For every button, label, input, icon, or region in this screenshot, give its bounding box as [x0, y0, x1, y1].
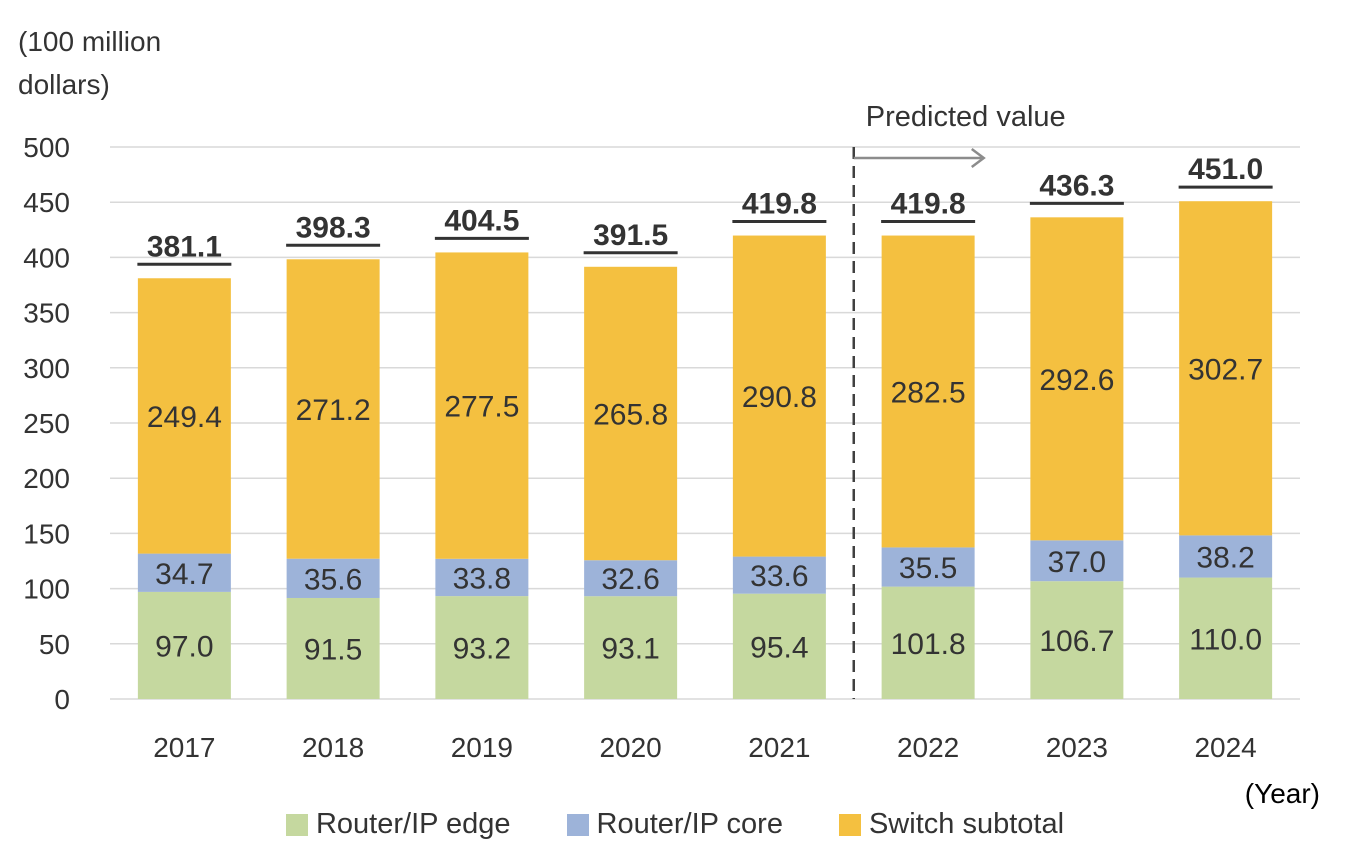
- bar-segment: [1030, 540, 1124, 582]
- segment-value-label: 265.8: [593, 399, 668, 432]
- total-value-label: 398.3: [296, 211, 371, 244]
- segment-value-label: 95.4: [750, 631, 808, 664]
- segment-value-label: 91.5: [304, 633, 362, 666]
- bar-segment: [881, 547, 975, 587]
- bar-segment: [286, 259, 380, 559]
- y-tick-label: 150: [23, 518, 70, 549]
- total-value-label: 419.8: [891, 188, 966, 221]
- x-tick-label: 2020: [599, 732, 661, 763]
- total-value-label: 451.0: [1188, 153, 1263, 186]
- legend-swatch: [838, 813, 861, 836]
- bar-segment: [732, 593, 826, 699]
- legend-item: Router/IP edge: [285, 808, 511, 841]
- bar-segment: [732, 235, 826, 557]
- y-tick-label: 400: [23, 242, 70, 273]
- segment-value-label: 282.5: [891, 376, 966, 409]
- y-tick-label: 450: [23, 187, 70, 218]
- segment-value-label: 110.0: [1189, 623, 1262, 656]
- legend-label: Switch subtotal: [868, 808, 1065, 840]
- segment-value-label: 277.5: [444, 391, 519, 424]
- bar-segment: [584, 266, 678, 561]
- x-tick-label: 2017: [153, 732, 215, 763]
- predicted-arrow-head: [971, 148, 986, 168]
- segment-value-label: 93.2: [453, 633, 511, 666]
- segment-value-label: 101.8: [891, 628, 966, 661]
- bar-segment: [1030, 217, 1124, 541]
- y-unit-label: (100 million dollars): [18, 26, 162, 100]
- x-tick-label: 2019: [451, 732, 513, 763]
- predicted-annotation: Predicted value: [866, 101, 1066, 133]
- segment-value-label: 38.2: [1196, 541, 1254, 574]
- bar-segment: [1179, 577, 1273, 699]
- legend-item: Switch subtotal: [838, 808, 1065, 841]
- segment-value-label: 32.6: [601, 563, 659, 596]
- segment-value-label: 33.6: [750, 560, 808, 593]
- legend-label: Router/IP core: [596, 808, 783, 840]
- bar-segment: [584, 560, 678, 597]
- x-tick-label: 2024: [1194, 732, 1256, 763]
- segment-value-label: 271.2: [296, 394, 371, 427]
- y-tick-label: 500: [23, 132, 70, 163]
- y-tick-label: 50: [39, 629, 70, 660]
- total-value-label: 391.5: [593, 219, 668, 252]
- segment-value-label: 249.4: [147, 401, 222, 434]
- legend-label: Router/IP edge: [315, 808, 511, 840]
- x-tick-label: 2022: [897, 732, 959, 763]
- bar-segment: [1179, 535, 1273, 578]
- bar-segment: [435, 252, 529, 559]
- segment-value-label: 35.5: [899, 552, 957, 585]
- segment-value-label: 35.6: [304, 563, 362, 596]
- y-tick-label: 250: [23, 408, 70, 439]
- x-tick-label: 2021: [748, 732, 810, 763]
- total-value-label: 381.1: [147, 230, 222, 263]
- segment-value-label: 37.0: [1048, 546, 1106, 579]
- bar-segment: [435, 558, 529, 597]
- y-tick-label: 0: [54, 684, 70, 715]
- segment-value-label: 33.8: [453, 562, 511, 595]
- total-value-label: 419.8: [742, 188, 817, 221]
- bar-segment: [137, 591, 231, 699]
- segment-value-label: 292.6: [1039, 364, 1114, 397]
- bar-segment: [286, 597, 380, 699]
- bar-segment: [137, 278, 231, 554]
- segment-value-label: 106.7: [1039, 625, 1114, 658]
- y-tick-label: 200: [23, 463, 70, 494]
- bar-segment: [286, 558, 380, 598]
- bar-segment: [1179, 201, 1273, 536]
- y-tick-label: 350: [23, 298, 70, 329]
- bar-segment: [881, 586, 975, 699]
- bar-segment: [881, 235, 975, 548]
- segment-value-label: 93.1: [601, 633, 659, 666]
- total-value-label: 404.5: [444, 204, 519, 237]
- x-tick-label: 2023: [1046, 732, 1108, 763]
- legend-swatch: [285, 813, 308, 836]
- segment-value-label: 302.7: [1188, 353, 1263, 386]
- x-unit-label: (Year): [1244, 778, 1320, 809]
- bar-segment: [732, 556, 826, 594]
- legend-swatch: [566, 813, 589, 836]
- x-tick-label: 2018: [302, 732, 364, 763]
- segment-value-label: 290.8: [742, 381, 817, 414]
- y-tick-label: 100: [23, 574, 70, 605]
- bar-segment: [1030, 581, 1124, 699]
- legend-item: Router/IP core: [566, 808, 783, 841]
- bar-segment: [584, 596, 678, 699]
- bar-segment: [435, 596, 529, 699]
- bar-segment: [137, 553, 231, 592]
- segment-value-label: 97.0: [155, 630, 213, 663]
- legend: Router/IP edge Router/IP core Switch subto…: [0, 808, 1350, 841]
- y-tick-label: 300: [23, 353, 70, 384]
- segment-value-label: 34.7: [155, 558, 213, 591]
- total-value-label: 436.3: [1039, 169, 1114, 202]
